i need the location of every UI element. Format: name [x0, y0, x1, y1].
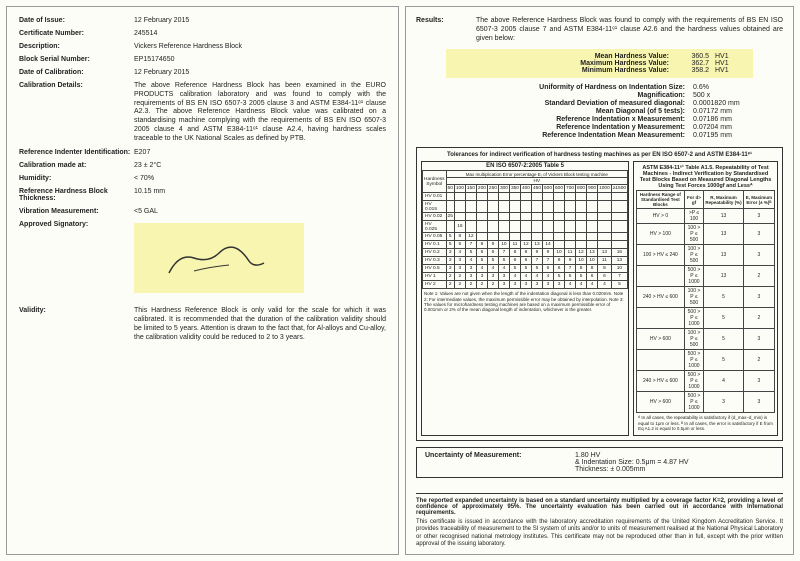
thickness-label: Reference Hardness Block Thickness: [19, 188, 134, 202]
tolerance-left-table: EN ISO 6507-2:2005 Table 5 Hardness Symb… [421, 161, 629, 436]
vibration-label: Vibration Measurement: [19, 208, 134, 215]
metrics-block: Uniformity of Hardness on Indentation Si… [416, 84, 783, 139]
vibration-value: <5 GAL [134, 208, 386, 215]
hl-v1: 362.7 [675, 60, 709, 67]
cal-at-row: Calibration made at: 23 ± 2°C [19, 162, 386, 169]
date-cal-label: Date of Calibration: [19, 69, 134, 76]
validity-value: This Hardness Reference Block is only va… [134, 307, 386, 342]
tolerance-columns: EN ISO 6507-2:2005 Table 5 Hardness Symb… [421, 161, 778, 436]
uom-l1: 1.80 HV [575, 452, 689, 459]
description-label: Description: [19, 43, 134, 50]
metric-value: 0.6% [693, 84, 773, 91]
validity-row: Validity: This Hardness Reference Block … [19, 307, 386, 342]
humidity-label: Humidity: [19, 175, 134, 182]
metric-value: 500 x [693, 92, 773, 99]
hl-v1: 358.2 [675, 67, 709, 74]
serial-row: Block Serial Number: EP15174650 [19, 56, 386, 63]
date-of-issue-label: Date of Issue: [19, 17, 134, 24]
description-row: Description: Vickers Reference Hardness … [19, 43, 386, 50]
humidity-value: < 70% [134, 175, 386, 182]
description-value: Vickers Reference Hardness Block [134, 43, 386, 50]
date-of-issue-row: Date of Issue: 12 February 2015 [19, 17, 386, 24]
footer-small: This certificate is issued in accordance… [416, 519, 783, 548]
metric-value: 0.07195 mm [693, 132, 773, 139]
cal-at-value: 23 ± 2°C [134, 162, 386, 169]
tol-left-head: EN ISO 6507-2:2005 Table 5 [422, 162, 628, 170]
date-cal-value: 12 February 2015 [134, 69, 386, 76]
signatory-label: Approved Signatory: [19, 221, 134, 293]
tol-left-notes: Note 1: Values are not given when the le… [422, 289, 628, 315]
tol-right-grid: Hardness Range of Standardised Test Bloc… [636, 190, 775, 413]
hl-label: Minimum Hardness Value: [454, 67, 669, 74]
metric-value: 0.0001820 mm [693, 100, 773, 107]
results-row: Results: The above Reference Hardness Bl… [416, 17, 783, 43]
cert-no-row: Certificate Number: 245514 [19, 30, 386, 37]
metric-value: 0.07172 mm [693, 108, 773, 115]
results-value: The above Reference Hardness Block was f… [476, 17, 783, 43]
hl-v2: HV1 [715, 53, 745, 60]
tol-right-head: ASTM E384-11ᵉ¹ Table A1.5. Repeatability… [636, 164, 775, 190]
highlighted-hardness-block: Mean Hardness Value: 360.5 HV1 Maximum Hard… [446, 49, 753, 78]
tolerance-box: Tolerances for indirect verification of … [416, 147, 783, 441]
metric-label: Reference Indentation x Measurement: [426, 116, 685, 123]
indenter-value: E207 [134, 149, 386, 156]
date-cal-row: Date of Calibration: 12 February 2015 [19, 69, 386, 76]
hl-v2: HV1 [715, 60, 745, 67]
uom-l3: Thickness: ± 0.005mm [575, 466, 689, 473]
cal-details-value: The above Reference Hardness Block has b… [134, 82, 386, 143]
cert-no-value: 245514 [134, 30, 386, 37]
hl-label: Mean Hardness Value: [454, 53, 669, 60]
indenter-label: Reference Indenter Identification: [19, 149, 134, 156]
hl-v1: 360.5 [675, 53, 709, 60]
signature-box [134, 223, 304, 293]
metric-value: 0.07204 mm [693, 124, 773, 131]
thickness-row: Reference Hardness Block Thickness: 10.1… [19, 188, 386, 202]
cal-details-row: Calibration Details: The above Reference… [19, 82, 386, 143]
cert-no-label: Certificate Number: [19, 30, 134, 37]
signatory-row: Approved Signatory: [19, 221, 386, 293]
cal-at-label: Calibration made at: [19, 162, 134, 169]
right-page: Results: The above Reference Hardness Bl… [405, 6, 794, 555]
serial-label: Block Serial Number: [19, 56, 134, 63]
hl-v2: HV1 [715, 67, 745, 74]
metric-label: Reference Indentation Mean Measurement: [426, 132, 685, 139]
signatory-value [134, 221, 386, 293]
validity-label: Validity: [19, 307, 134, 342]
metric-label: Reference Indentation y Measurement: [426, 124, 685, 131]
tolerance-right-table: ASTM E384-11ᵉ¹ Table A1.5. Repeatability… [633, 161, 778, 436]
humidity-row: Humidity: < 70% [19, 175, 386, 182]
hl-label: Maximum Hardness Value: [454, 60, 669, 67]
metric-value: 0.07186 mm [693, 116, 773, 123]
results-label: Results: [416, 17, 476, 43]
footer-bold: The reported expanded uncertainty is bas… [416, 493, 783, 516]
metric-label: Mean Diagonal (of 5 tests): [426, 108, 685, 115]
left-page: Date of Issue: 12 February 2015 Certific… [6, 6, 399, 555]
signature-icon [134, 223, 304, 293]
vibration-row: Vibration Measurement: <5 GAL [19, 208, 386, 215]
indenter-row: Reference Indenter Identification: E207 [19, 149, 386, 156]
tolerance-title: Tolerances for indirect verification of … [421, 152, 778, 158]
footer: The reported expanded uncertainty is bas… [416, 493, 783, 548]
thickness-value: 10.15 mm [134, 188, 386, 202]
metric-label: Standard Deviation of measured diagonal: [426, 100, 685, 107]
metric-label: Magnification: [426, 92, 685, 99]
uom-l2: & Indentation Size: 0.5μm = 4.87 HV [575, 459, 689, 466]
uom-label: Uncertainty of Measurement: [425, 452, 575, 473]
tol-left-grid: Hardness SymbolMax multiplication Error … [422, 170, 628, 289]
uncertainty-box: Uncertainty of Measurement: 1.80 HV & In… [416, 447, 783, 478]
tol-right-notes: ᴬ In all cases, the repeatability is sat… [636, 413, 775, 433]
date-of-issue-value: 12 February 2015 [134, 17, 386, 24]
uom-values: 1.80 HV & Indentation Size: 0.5μm = 4.87… [575, 452, 689, 473]
cal-details-label: Calibration Details: [19, 82, 134, 143]
serial-value: EP15174650 [134, 56, 386, 63]
metric-label: Uniformity of Hardness on Indentation Si… [426, 84, 685, 91]
